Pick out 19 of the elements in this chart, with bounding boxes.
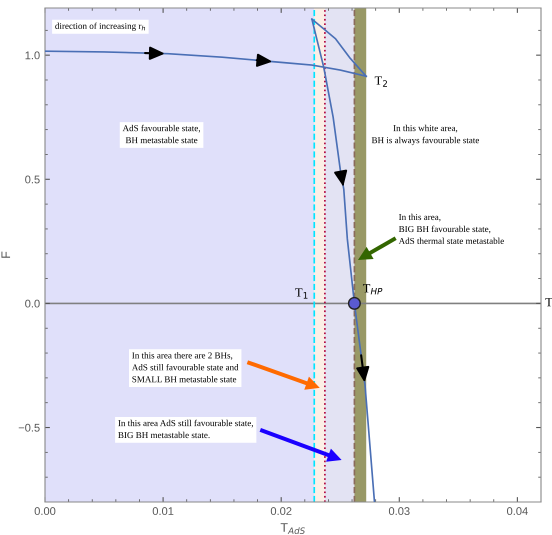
x-tick-label: 0.00 bbox=[34, 507, 56, 516]
y-tick-label: 0.0 bbox=[25, 300, 40, 308]
y-axis-title: F bbox=[1, 252, 10, 258]
annotation: In this area, BIG BH favourable state, AdS thermal state metastable bbox=[398, 214, 504, 244]
y-tick-label: 1.0 bbox=[26, 51, 40, 60]
y-tick-label: 0.5 bbox=[25, 176, 40, 184]
annotation: In this area AdS still favourable state, BIG BH metastable state. bbox=[118, 420, 253, 438]
x-tick-label: 0.02 bbox=[270, 507, 292, 516]
x-tick-label: 0.01 bbox=[152, 507, 174, 516]
annotation: direction of increasing r$_{h}$ bbox=[55, 22, 146, 31]
y-tick-label: −0.5 bbox=[18, 424, 40, 432]
annotation: AdS favourable state, BH metastable state bbox=[122, 124, 200, 144]
annotation: T$_{1}$ bbox=[295, 288, 308, 299]
x-tick-label: 0.03 bbox=[388, 507, 410, 516]
annotation: In this white area, BH is always favourable state bbox=[372, 124, 480, 146]
x-axis-title: T$_{AdS}$ bbox=[280, 523, 305, 534]
x-tick-label: 0.04 bbox=[507, 507, 528, 516]
annotation: T$_{2}$ bbox=[374, 76, 387, 87]
annotation: In this area there are 2 BHs, AdS still favourable state and SMALL BH metastable state bbox=[132, 352, 238, 382]
